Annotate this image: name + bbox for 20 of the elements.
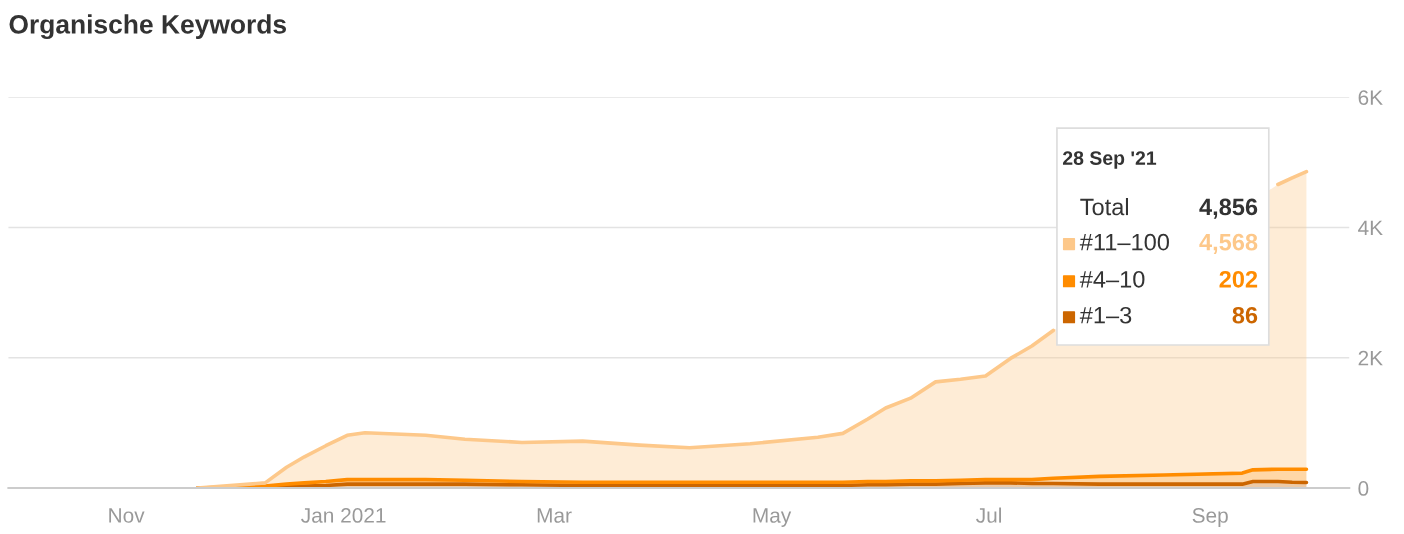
annotation: 86 — [1232, 306, 1258, 324]
legend-label: #1–3 — [1079, 306, 1132, 324]
x-tick-label: Mar — [537, 508, 572, 523]
chart-title: Organische Keywords — [9, 14, 286, 40]
y-tick-label: 0 — [1358, 481, 1369, 496]
annotation: 4,856 — [1199, 198, 1258, 219]
x-tick-label: Jul — [976, 507, 1001, 523]
annotation: Total — [1080, 197, 1129, 216]
y-tick-label: 4K — [1358, 220, 1383, 236]
x-tick-label: Jan 2021 — [301, 508, 386, 523]
x-tick-label: May — [753, 508, 792, 527]
y-tick-label: 6K — [1358, 90, 1383, 105]
legend-label: #4–10 — [1079, 270, 1145, 288]
x-tick-label: Sep — [1192, 508, 1228, 527]
annotation: 202 — [1219, 270, 1258, 288]
legend-label: #11–100 — [1079, 233, 1169, 251]
y-tick-label: 2K — [1358, 350, 1383, 366]
annotation: 4,568 — [1199, 233, 1258, 254]
x-tick-label: Nov — [109, 508, 145, 523]
annotation: 28 Sep '21 — [1062, 151, 1157, 169]
